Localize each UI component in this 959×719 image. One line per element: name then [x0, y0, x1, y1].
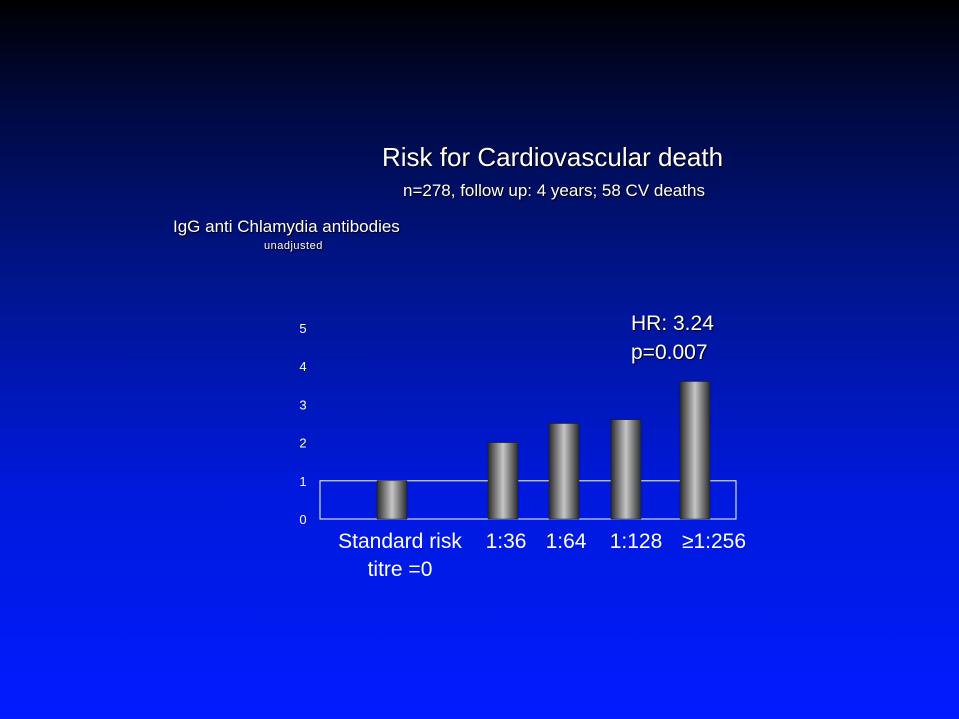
x-tick-label: ≥1:256: [682, 530, 746, 553]
bar-4: [679, 381, 711, 520]
bar-2: [548, 423, 580, 520]
y-tick-label: 0: [299, 512, 306, 527]
p-value-annotation: p=0.007: [631, 341, 708, 364]
y-tick-label: 1: [299, 474, 306, 489]
chart-title: Risk for Cardiovascular death: [382, 142, 724, 172]
x-tick-label: 1:64: [546, 530, 587, 553]
x-tick-label: Standard risk titre =0: [338, 530, 462, 581]
reference-box: [319, 480, 737, 520]
hazard-ratio-annotation: HR: 3.24: [631, 312, 714, 335]
bar-1: [487, 442, 519, 520]
chart-subtitle: n=278, follow up: 4 years; 58 CV deaths: [403, 181, 705, 200]
y-tick-label: 4: [299, 359, 306, 374]
bar-3: [610, 419, 642, 520]
y-axis-note: unadjusted: [264, 240, 323, 252]
x-tick-label: 1:36: [486, 530, 527, 553]
y-axis-label: IgG anti Chlamydia antibodies: [173, 217, 400, 236]
y-tick-label: 2: [299, 436, 306, 451]
bar-0: [376, 480, 408, 520]
x-tick-label: 1:128: [610, 530, 663, 553]
y-tick-label: 3: [299, 397, 306, 412]
y-tick-label: 5: [299, 321, 306, 336]
